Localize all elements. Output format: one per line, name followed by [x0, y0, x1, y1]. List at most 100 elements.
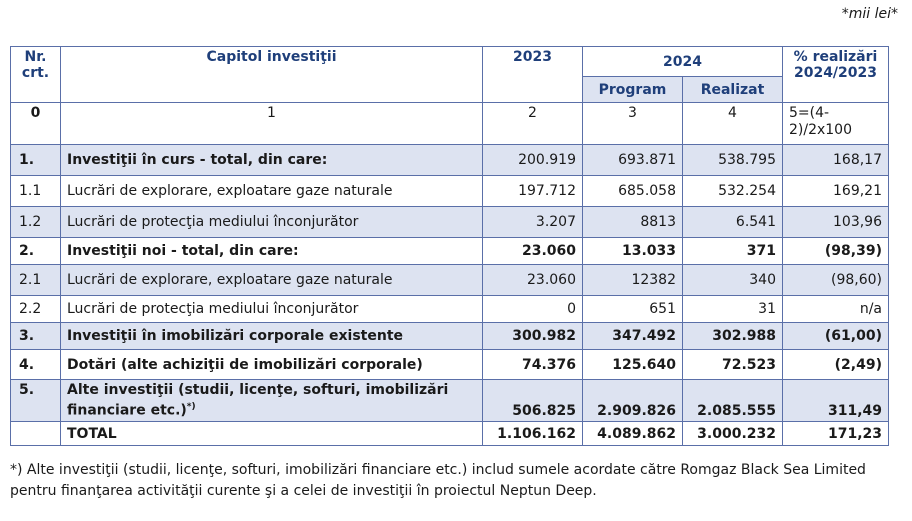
row-2023-text: 3.207: [535, 214, 576, 230]
table-row: 2.2 Lucrări de protecţia mediului înconju…: [10, 295, 889, 323]
row-percent-text: 168,17: [833, 152, 882, 168]
table-row: 2. Investiţii noi - total, din care: 23.06…: [10, 237, 889, 265]
row-program-text: 693.871: [618, 152, 676, 168]
header-2024: 2024: [582, 46, 783, 77]
row-label-text: Investiţii noi - total, din care:: [67, 243, 299, 259]
header-realizat: Realizat: [682, 76, 783, 103]
row-percent: n/a: [782, 295, 889, 323]
row-label-text: Dotări (alte achiziţii de imobilizări co…: [67, 356, 423, 373]
table-row: 5. Alte investiţii (studii, licenţe, soft…: [10, 379, 889, 422]
row-program: 685.058: [582, 175, 683, 207]
row-2023: 200.919: [482, 144, 583, 176]
row-label-text: Alte investiţii (studii, licenţe, softur…: [67, 382, 449, 419]
row-nr: 2.2: [10, 295, 61, 323]
row-nr: 5.: [10, 379, 61, 422]
row-2023-text: 23.060: [527, 272, 576, 288]
row-label: Lucrări de protecţia mediului înconjurăt…: [60, 295, 483, 323]
row-nr: 1.: [10, 144, 61, 176]
row-nr-text: 3.: [19, 328, 35, 344]
row-label-text: Investiţii în imobilizări corporale exis…: [67, 328, 403, 344]
row-realizat-text: 538.795: [718, 152, 776, 168]
row-percent: 311,49: [782, 379, 889, 422]
row-nr-text: 5.: [19, 382, 35, 398]
row-program-text: 347.492: [612, 328, 676, 344]
index-cell: 2: [482, 102, 583, 145]
row-program: 12382: [582, 264, 683, 296]
row-label: Lucrări de protecţia mediului înconjurăt…: [60, 206, 483, 238]
row-realizat: 3.000.232: [682, 421, 783, 446]
row-label-text: Lucrări de protecţia mediului înconjurăt…: [67, 301, 359, 317]
row-percent: 169,21: [782, 175, 889, 207]
row-2023: 1.106.162: [482, 421, 583, 446]
index-cell: 0: [10, 102, 61, 145]
row-label: Investiţii în curs - total, din care:: [60, 144, 483, 176]
row-nr: 4.: [10, 349, 61, 380]
row-percent-text: 169,21: [833, 183, 882, 199]
row-label: Lucrări de explorare, exploatare gaze na…: [60, 264, 483, 296]
row-percent-text: (61,00): [824, 328, 882, 344]
row-label: Lucrări de explorare, exploatare gaze na…: [60, 175, 483, 207]
row-percent: (61,00): [782, 322, 889, 350]
row-program-text: 4.089.862: [597, 425, 676, 442]
header-capitol: Capitol investiţii: [60, 46, 483, 103]
row-2023: 3.207: [482, 206, 583, 238]
row-realizat-text: 340: [749, 272, 776, 288]
row-label-text: TOTAL: [67, 425, 117, 442]
row-2023-text: 200.919: [518, 152, 576, 168]
row-2023-text: 74.376: [521, 356, 576, 373]
row-2023: 23.060: [482, 264, 583, 296]
row-nr-text: 2.2: [19, 301, 42, 317]
index-cell: 5=(4-2)/2x100: [782, 102, 889, 145]
row-realizat: 302.988: [682, 322, 783, 350]
total-row: TOTAL 1.106.162 4.089.862 3.000.232 171,23: [10, 421, 889, 446]
row-realizat: 340: [682, 264, 783, 296]
row-2023: 506.825: [482, 379, 583, 422]
row-percent: (2,49): [782, 349, 889, 380]
row-nr: 2.1: [10, 264, 61, 296]
row-2023: 197.712: [482, 175, 583, 207]
row-nr-text: 1.2: [19, 214, 42, 230]
row-2023-text: 300.982: [512, 328, 576, 344]
header-nr: Nr. crt.: [10, 46, 61, 103]
row-percent-text: 311,49: [827, 403, 882, 419]
row-realizat: 72.523: [682, 349, 783, 380]
table-row: 1. Investiţii în curs - total, din care: 2…: [10, 144, 889, 176]
row-2023: 300.982: [482, 322, 583, 350]
row-nr-text: 2.1: [19, 272, 42, 288]
row-program-text: 8813: [640, 214, 676, 230]
row-realizat: 371: [682, 237, 783, 265]
row-percent: (98,39): [782, 237, 889, 265]
row-percent: 168,17: [782, 144, 889, 176]
row-program-text: 685.058: [618, 183, 676, 199]
row-nr-text: 4.: [19, 356, 35, 373]
table-row: 4. Dotări (alte achiziţii de imobilizări …: [10, 349, 889, 380]
row-realizat: 6.541: [682, 206, 783, 238]
investments-table: Nr. crt. Capitol investiţii 2023 2024 % …: [10, 46, 889, 446]
row-2023-text: 506.825: [512, 403, 576, 419]
row-label-text: Investiţii în curs - total, din care:: [67, 152, 328, 168]
row-program-text: 651: [649, 301, 676, 317]
row-program: 125.640: [582, 349, 683, 380]
row-label-text: Lucrări de explorare, exploatare gaze na…: [67, 183, 393, 199]
row-2023-text: 0: [567, 301, 576, 317]
table-row: 1.2 Lucrări de protecţia mediului înconju…: [10, 206, 889, 238]
row-2023-text: 1.106.162: [497, 425, 576, 442]
table-row: 1.1 Lucrări de explorare, exploatare gaze…: [10, 175, 889, 207]
row-program-text: 12382: [631, 272, 676, 288]
row-label: Dotări (alte achiziţii de imobilizări co…: [60, 349, 483, 380]
row-nr: 2.: [10, 237, 61, 265]
row-percent: 103,96: [782, 206, 889, 238]
row-percent-text: 103,96: [833, 214, 882, 230]
row-nr-text: 1.: [19, 152, 35, 168]
row-program: 651: [582, 295, 683, 323]
row-program-text: 2.909.826: [597, 403, 676, 419]
row-program: 8813: [582, 206, 683, 238]
row-program: 347.492: [582, 322, 683, 350]
row-nr-text: 2.: [19, 243, 35, 259]
row-realizat-text: 2.085.555: [697, 403, 776, 419]
row-program-text: 125.640: [612, 356, 676, 373]
row-program: 693.871: [582, 144, 683, 176]
row-realizat-text: 31: [758, 301, 776, 317]
row-2023: 23.060: [482, 237, 583, 265]
row-label-text: Lucrări de explorare, exploatare gaze na…: [67, 272, 393, 288]
